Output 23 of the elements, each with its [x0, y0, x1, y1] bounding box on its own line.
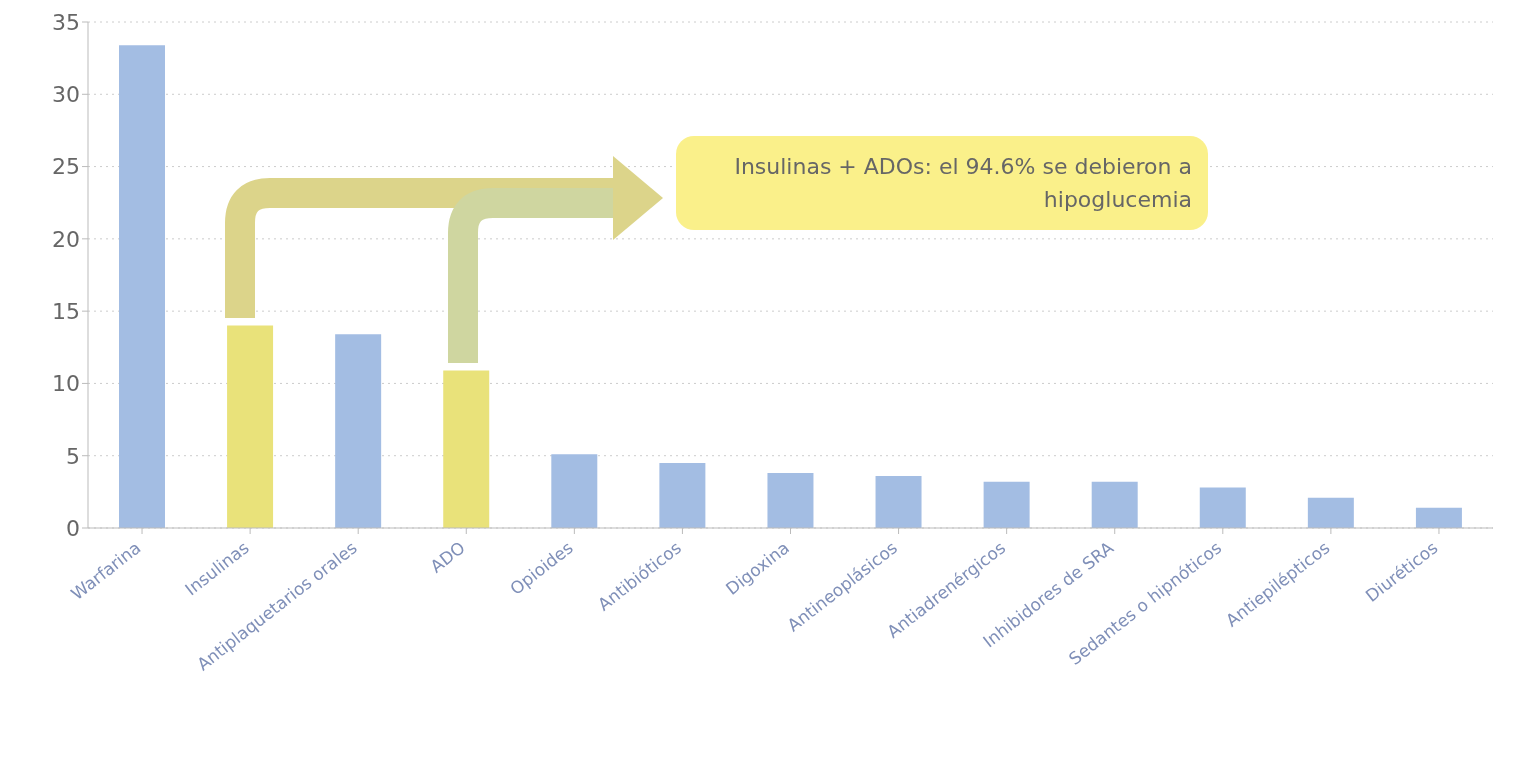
- bar: [983, 481, 1030, 528]
- bar: [767, 473, 814, 528]
- bar: [443, 370, 490, 528]
- bar: [1091, 481, 1138, 528]
- y-tick-label: 0: [66, 515, 80, 541]
- y-tick-label: 25: [52, 154, 80, 180]
- bar: [1307, 497, 1354, 528]
- bar: [875, 475, 922, 528]
- bar: [227, 325, 274, 528]
- bar: [551, 454, 598, 528]
- y-tick-label: 5: [66, 443, 80, 469]
- y-tick-label: 15: [52, 298, 80, 324]
- bar: [659, 462, 706, 528]
- callout-box: Insulinas + ADOs: el 94.6% se debieron a hipoglucemia: [676, 136, 1208, 230]
- bar: [119, 45, 165, 528]
- y-tick-label: 30: [52, 82, 80, 108]
- y-tick-label: 20: [52, 226, 80, 252]
- y-tick-label: 10: [52, 371, 80, 397]
- bar: [1415, 507, 1462, 528]
- annotation: Insulinas + ADOs: el 94.6% se debieron a hipoglucemia: [734, 154, 1192, 212]
- bar: [1199, 487, 1246, 528]
- y-tick-label: 35: [52, 9, 80, 35]
- bar: [335, 334, 382, 528]
